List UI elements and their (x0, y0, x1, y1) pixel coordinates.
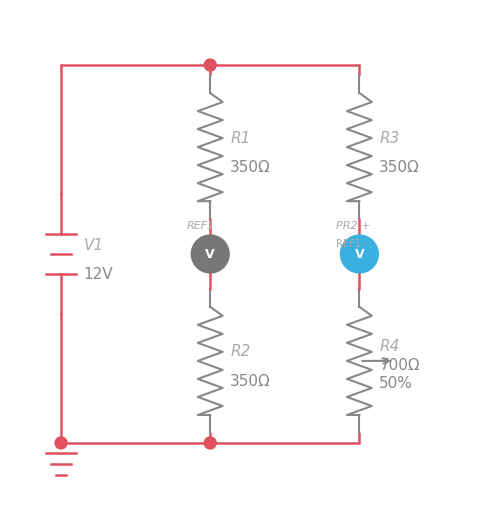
Text: R3: R3 (380, 130, 400, 146)
Circle shape (55, 437, 67, 449)
Circle shape (204, 60, 216, 72)
Text: REF1 -: REF1 - (336, 238, 367, 248)
Text: V1: V1 (84, 237, 103, 252)
Text: R1: R1 (230, 130, 250, 146)
Text: 350Ω: 350Ω (380, 160, 420, 175)
Circle shape (340, 236, 378, 273)
Text: V: V (206, 248, 215, 261)
Text: 700Ω
50%: 700Ω 50% (380, 357, 420, 390)
Text: R2: R2 (230, 344, 250, 359)
Text: 350Ω: 350Ω (230, 374, 271, 388)
Text: PR2 +: PR2 + (336, 221, 370, 231)
Text: 12V: 12V (84, 267, 113, 282)
Text: V: V (354, 248, 364, 261)
Text: REF1: REF1 (186, 221, 214, 231)
Circle shape (204, 437, 216, 449)
Text: 350Ω: 350Ω (230, 160, 271, 175)
Circle shape (192, 236, 229, 273)
Text: R4: R4 (380, 339, 400, 354)
